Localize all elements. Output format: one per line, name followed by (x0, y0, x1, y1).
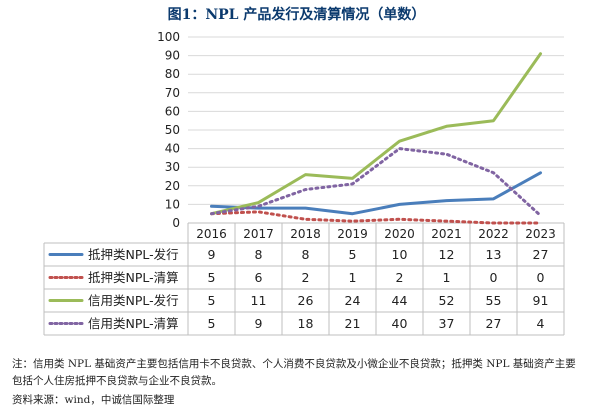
y-tick-label: 10 (165, 197, 180, 211)
y-tick-label: 90 (165, 49, 180, 63)
data-table-value: 1 (349, 270, 357, 285)
data-table-value: 11 (251, 293, 267, 308)
data-table-value: 1 (443, 270, 451, 285)
data-table-value: 13 (486, 247, 502, 262)
x-tick-label: 2016 (196, 227, 227, 241)
series-line (210, 210, 542, 225)
y-tick-label: 0 (172, 216, 180, 230)
legend-label: 抵押类NPL-清算 (88, 270, 179, 285)
data-table-value: 27 (533, 247, 549, 262)
y-tick-label: 100 (157, 30, 180, 44)
data-table-value: 24 (345, 293, 361, 308)
data-table-value: 91 (533, 293, 549, 308)
data-table-value: 44 (392, 293, 408, 308)
data-table-value: 27 (486, 316, 502, 331)
data-table-value: 55 (486, 293, 502, 308)
data-table-value: 52 (439, 293, 455, 308)
data-table-value: 0 (537, 270, 545, 285)
y-tick-label: 80 (165, 67, 180, 81)
chart-title: 图1：NPL 产品发行及清算情况（单数） (167, 7, 426, 23)
y-tick-label: 50 (165, 123, 180, 137)
data-table-value: 8 (255, 247, 263, 262)
x-tick-label: 2017 (243, 227, 274, 241)
data-table-value: 40 (392, 316, 408, 331)
x-tick-label: 2019 (337, 227, 368, 241)
chart-note: 注：信用类 NPL 基础资产主要包括信用卡不良贷款、个人消费不良贷款及小微企业不… (12, 358, 576, 387)
data-table-value: 0 (490, 270, 498, 285)
x-tick-label: 2018 (290, 227, 321, 241)
x-tick-label: 2020 (384, 227, 415, 241)
x-tick-label: 2021 (431, 227, 462, 241)
data-table-value: 5 (208, 316, 216, 331)
legend-label: 抵押类NPL-发行 (88, 247, 179, 262)
series-line (210, 147, 542, 218)
data-table-value: 12 (439, 247, 455, 262)
legend-label: 信用类NPL-发行 (88, 293, 179, 308)
y-tick-label: 30 (165, 160, 180, 174)
series-line (210, 171, 542, 216)
source-note: 资料来源：wind，中诚信国际整理 (12, 394, 175, 406)
data-table-value: 6 (255, 270, 263, 285)
data-table-value: 37 (439, 316, 455, 331)
data-table-value: 4 (537, 316, 545, 331)
data-table-value: 8 (302, 247, 310, 262)
data-table-value: 21 (345, 316, 361, 331)
y-tick-label: 60 (165, 104, 180, 118)
y-tick-label: 20 (165, 179, 180, 193)
series-line (210, 52, 542, 216)
y-tick-label: 40 (165, 142, 180, 156)
legend-label: 信用类NPL-清算 (88, 316, 179, 331)
data-table-value: 9 (208, 247, 216, 262)
y-tick-label: 70 (165, 86, 180, 100)
data-table-value: 18 (298, 316, 314, 331)
data-table-value: 2 (396, 270, 404, 285)
data-table-value: 5 (208, 293, 216, 308)
data-table-value: 2 (302, 270, 310, 285)
data-table-value: 5 (349, 247, 357, 262)
x-tick-label: 2022 (478, 227, 509, 241)
data-table-value: 10 (392, 247, 408, 262)
x-tick-label: 2023 (525, 227, 556, 241)
data-table-value: 5 (208, 270, 216, 285)
data-table-value: 9 (255, 316, 263, 331)
data-table-value: 26 (298, 293, 314, 308)
